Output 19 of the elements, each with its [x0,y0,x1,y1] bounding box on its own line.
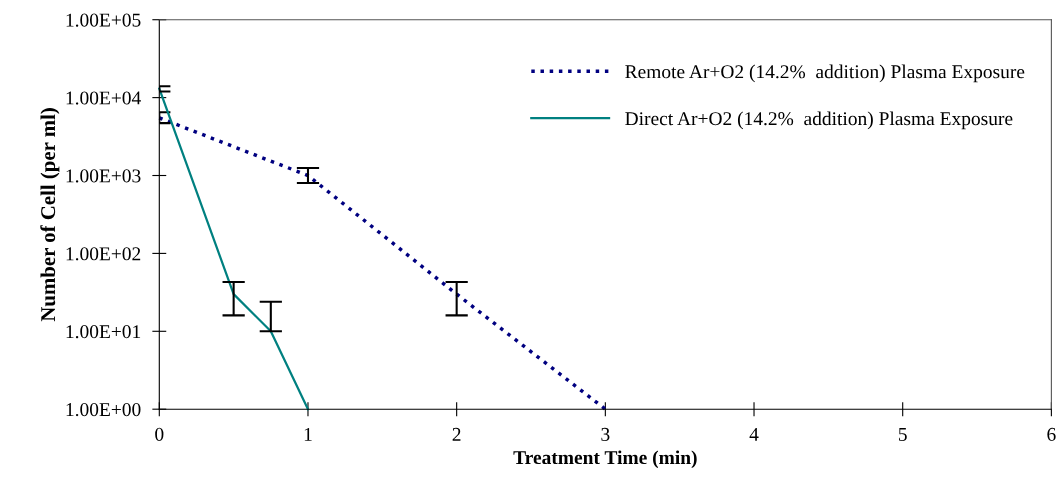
y-tick-label: 1.00E+01 [66,325,141,339]
legend-label: Direct Ar+O2 (14.2% addition) Plasma Exposure [625,111,1013,130]
legend-label: Remote Ar+O2 (14.2% addition) Plasma Exposure [625,64,1025,83]
line-series [157,116,608,411]
y-tick-label: 1.00E+03 [66,169,141,183]
x-tick-label: 1 [304,427,312,441]
y-axis-title: Number of Cell (per ml) [40,108,60,322]
y-tick-label: 1.00E+04 [66,91,141,105]
y-tick-label: 1.00E+00 [66,403,141,417]
x-tick-label: 0 [155,427,164,441]
x-tick-label: 2 [452,427,461,441]
x-axis-title: Treatment Time (min) [513,450,697,469]
y-tick-label: 1.00E+02 [66,247,141,261]
x-tick-label: 5 [898,428,907,441]
x-tick-label: 6 [1047,427,1056,441]
y-tick-label: 1.00E+05 [66,13,141,27]
line-series [158,87,310,411]
x-tick-label: 4 [749,427,759,441]
x-tick-label: 3 [601,427,610,441]
